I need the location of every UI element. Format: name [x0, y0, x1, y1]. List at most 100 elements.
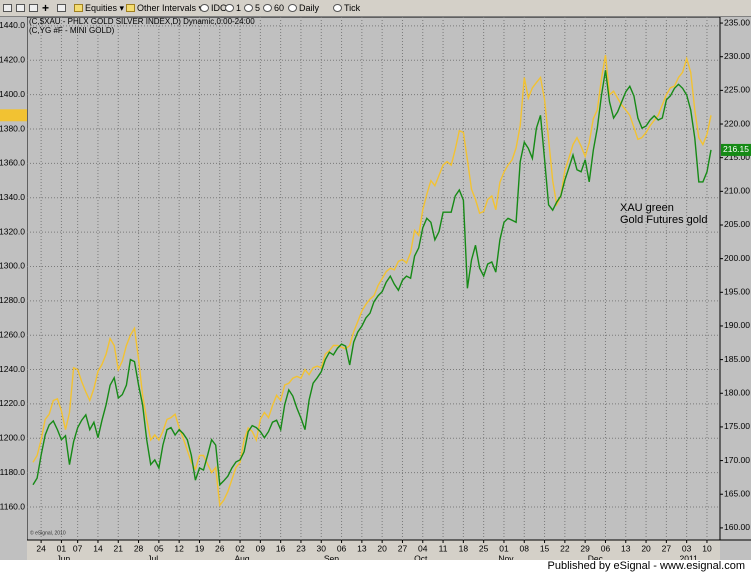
x-tick-label: 01: [499, 543, 509, 553]
icon-button[interactable]: [57, 2, 68, 14]
icon-button[interactable]: [16, 2, 27, 14]
x-tick-label: 20: [377, 543, 387, 553]
y2-tick-label: 215.00: [724, 152, 750, 162]
y-tick-label: 1240.0: [0, 364, 25, 374]
x-tick-label: 14: [93, 543, 103, 553]
x-tick-label: 15: [540, 543, 550, 553]
x-tick-label: 19: [195, 543, 205, 553]
footer-text: Published by eSignal - www.esignal.com: [547, 560, 746, 572]
y2-tick-label: 235.00: [724, 17, 750, 27]
toolbar-item[interactable]: 1: [225, 2, 241, 14]
series-lines: [32, 54, 712, 508]
y2-tick-label: 210.00: [724, 186, 750, 196]
x-tick-label: 23: [296, 543, 306, 553]
toolbar-label: Equities: [85, 3, 118, 13]
x-tick-label: 09: [256, 543, 266, 553]
x-tick-label: 24: [36, 543, 46, 553]
x-tick-label: 20: [641, 543, 651, 553]
x-tick-label: 28: [134, 543, 144, 553]
right-axis-panel: [720, 17, 751, 560]
y2-tick-label: 200.00: [724, 253, 750, 263]
month-label: Dec: [588, 553, 604, 560]
annotation: Gold Futures gold: [620, 214, 707, 226]
footer: Published by eSignal - www.esignal.com: [0, 560, 751, 573]
month-label: Oct: [414, 553, 428, 560]
toolbar-item[interactable]: Daily: [288, 2, 319, 14]
x-tick-label: 02: [235, 543, 245, 553]
y-tick-label: 1300.0: [0, 261, 25, 271]
x-tick-label: 10: [702, 543, 712, 553]
toolbar-item[interactable]: Other Intervals ▾: [126, 2, 203, 14]
y-tick-label: 1440.0: [0, 20, 25, 30]
x-tick-label: 13: [621, 543, 631, 553]
y2-tick-label: 195.00: [724, 287, 750, 297]
x-tick-label: 03: [682, 543, 692, 553]
y2-tick-label: 165.00: [724, 488, 750, 498]
last-value-label: 216.15: [723, 144, 749, 154]
toolbar-label: IDC: [211, 3, 227, 13]
month-label: Jul: [147, 553, 158, 560]
y-tick-label: 1280.0: [0, 295, 25, 305]
toolbar-label: 5: [255, 3, 261, 13]
y2-tick-label: 225.00: [724, 85, 750, 95]
y-tick-label: 1160.0: [0, 501, 25, 511]
y-tick-label: 1320.0: [0, 226, 25, 236]
toolbar-label: 1: [236, 3, 242, 13]
y2-tick-label: 160.00: [724, 522, 750, 532]
x-tick-label: 22: [560, 543, 570, 553]
x-tick-label: 13: [357, 543, 367, 553]
price-line: [32, 54, 712, 508]
plot-area: [26, 17, 721, 541]
y-tick-label: 1220.0: [0, 398, 25, 408]
toolbar-label: 60: [274, 3, 285, 13]
month-label: Jun: [57, 553, 71, 560]
toolbar-label: Other Intervals: [137, 3, 197, 13]
y2-tick-label: 180.00: [724, 388, 750, 398]
x-tick-label: 25: [479, 543, 489, 553]
y2-tick-label: 190.00: [724, 320, 750, 330]
x-tick-label: 06: [601, 543, 611, 553]
icon-button[interactable]: +: [42, 1, 50, 15]
chart-subtitle: (C,YG #F - MINI GOLD): [29, 26, 115, 35]
toolbar-item[interactable]: Tick: [333, 2, 360, 14]
icon-button[interactable]: [29, 2, 40, 14]
last-value-marker: [721, 143, 751, 156]
x-tick-label: 26: [215, 543, 225, 553]
month-label: Nov: [498, 553, 514, 560]
x-tick-label: 29: [580, 543, 590, 553]
chart-title: (C,$XAU - PHLX GOLD SILVER INDEX,D) Dyna…: [29, 17, 255, 26]
x-tick-label: 04: [418, 543, 428, 553]
x-tick-label: 27: [662, 543, 672, 553]
x-tick-label: 11: [439, 543, 448, 553]
y-tick-label: 1260.0: [0, 329, 25, 339]
toolbar-item[interactable]: 60: [263, 2, 284, 14]
y-tick-label: 1340.0: [0, 192, 25, 202]
x-tick-label: 05: [154, 543, 164, 553]
icon-button[interactable]: [3, 2, 14, 14]
x-tick-label: 01: [57, 543, 67, 553]
x-tick-label: 12: [174, 543, 184, 553]
y2-tick-label: 175.00: [724, 421, 750, 431]
toolbar-item[interactable]: IDC: [200, 2, 227, 14]
toolbar-item[interactable]: 5: [244, 2, 260, 14]
y-tick-label: 1200.0: [0, 433, 25, 443]
y-tick-label: 1380.0: [0, 123, 25, 133]
x-tick-label: 07: [73, 543, 83, 553]
toolbar: + Equities ▾ Other Intervals ▾ IDC 1 5 6…: [0, 0, 751, 17]
x-tick-label: 08: [520, 543, 530, 553]
x-tick-label: 27: [398, 543, 408, 553]
x-tick-label: 16: [276, 543, 286, 553]
y-tick-label: 1180.0: [0, 467, 25, 477]
month-label: Aug: [234, 553, 249, 560]
left-axis-panel: [0, 17, 27, 560]
x-tick-label: 06: [337, 543, 347, 553]
price-line: [32, 70, 712, 487]
y2-tick-label: 230.00: [724, 51, 750, 61]
chart: 1160.0 1180.0 1200.0 1220.0 1240.0 1260.0 1280…: [0, 17, 751, 560]
y2-tick-label: 185.00: [724, 354, 750, 364]
month-label: Sep: [324, 553, 339, 560]
month-label: 2011: [680, 553, 699, 560]
toolbar-item[interactable]: Equities ▾: [74, 2, 124, 14]
watermark: © eSignal, 2010: [30, 529, 66, 536]
